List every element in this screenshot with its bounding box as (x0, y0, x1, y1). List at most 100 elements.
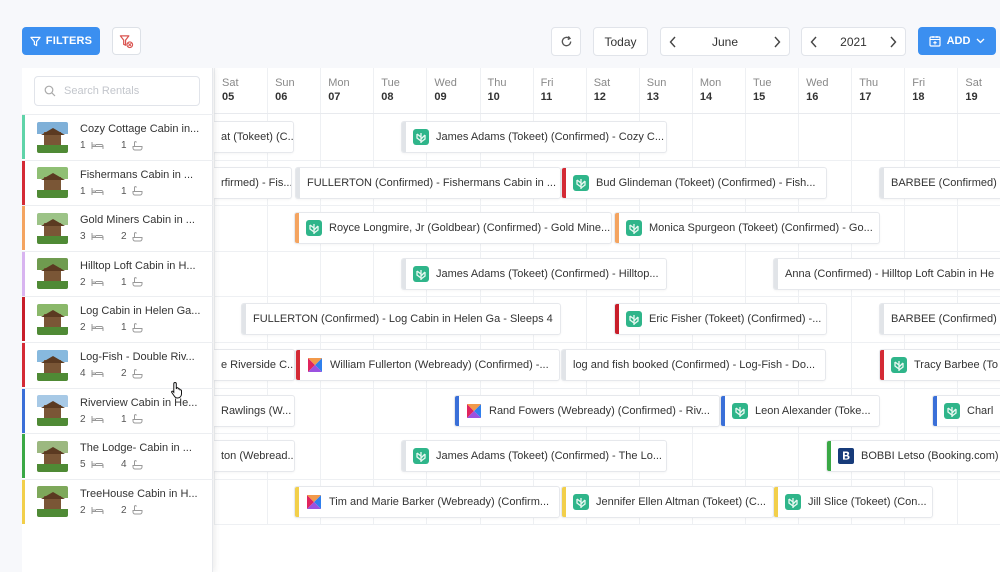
rental-name: TreeHouse Cabin in H... (80, 487, 198, 500)
booking-bar[interactable]: BARBEE (Confirmed) (879, 166, 1000, 199)
booking-color-strip (933, 395, 937, 426)
rental-row[interactable]: Log-Fish - Double Riv... 4 2 (22, 342, 213, 387)
booking-bar[interactable]: Leon Alexander (Toke... (720, 394, 880, 427)
search-box[interactable] (34, 76, 200, 106)
day-column-line (798, 68, 800, 524)
rental-row[interactable]: Cozy Cottage Cabin in... 1 1 (22, 114, 213, 159)
next-month-button[interactable] (765, 28, 789, 55)
booking-color-strip (880, 304, 884, 335)
day-column-line (851, 68, 853, 524)
rental-row[interactable]: Fishermans Cabin in ... 1 1 (22, 159, 213, 205)
bath-count: 4 (121, 459, 127, 471)
next-year-button[interactable] (881, 28, 905, 55)
booking-bar[interactable]: Royce Longmire, Jr (Goldbear) (Confirmed… (294, 212, 612, 245)
bath-count: 1 (121, 276, 127, 288)
day-header-13: Sun 13 (639, 68, 692, 114)
day-header-12: Sat 12 (586, 68, 639, 114)
bed-count: 2 (80, 504, 86, 516)
booking-bar[interactable]: Rand Fowers (Webready) (Confirmed) - Riv… (454, 394, 720, 427)
tokeet-logo-icon (306, 220, 322, 237)
bed-icon (91, 370, 104, 377)
day-header-11: Fri 11 (533, 68, 586, 114)
booking-bar[interactable]: Anna (Confirmed) - Hilltop Loft Cabin in… (773, 257, 1000, 290)
booking-bar[interactable]: Monica Spurgeon (Tokeet) (Confirmed) - G… (614, 212, 880, 245)
rental-row[interactable]: TreeHouse Cabin in H... 2 2 (22, 478, 213, 524)
day-header-14: Mon 14 (692, 68, 745, 114)
year-pager: 2021 (801, 27, 906, 56)
rental-name: Riverview Cabin in He... (80, 396, 198, 409)
today-button[interactable]: Today (593, 27, 648, 56)
booking-bar[interactable]: e Riverside C... (214, 349, 295, 381)
tokeet-logo-icon (413, 129, 429, 145)
booking-color-strip (774, 486, 778, 517)
booking-source-logo (306, 356, 324, 374)
rental-color-bar (22, 115, 25, 159)
filters-button[interactable]: FILTERS (22, 27, 100, 55)
booking-bar[interactable]: Jennifer Ellen Altman (Tokeet) (C... (561, 485, 774, 518)
chevron-left-icon (810, 36, 817, 47)
bath-count: 1 (121, 140, 127, 151)
booking-bar[interactable]: Rawlings (W... (214, 394, 295, 427)
year-value: 2021 (840, 34, 867, 49)
bath-icon (132, 368, 143, 378)
webready-logo-icon (308, 358, 322, 372)
booking-bar[interactable]: Charl (932, 394, 1000, 427)
bath-icon (132, 459, 143, 470)
booking-bar[interactable]: James Adams (Tokeet) (Confirmed) - The L… (401, 440, 667, 473)
day-of-week: Fri (540, 77, 554, 89)
booking-bar[interactable]: rfirmed) - Fis... (214, 166, 292, 199)
booking-bar[interactable]: BOBBI Letso (Booking.com) (826, 440, 1000, 473)
booking-source-logo (572, 174, 590, 192)
bath-count: 1 (121, 185, 127, 197)
booking-bar[interactable]: James Adams (Tokeet) (Confirmed) - Cozy … (401, 121, 667, 153)
day-number: 17 (859, 91, 872, 103)
search-input[interactable] (64, 85, 184, 97)
booking-bar[interactable]: Tim and Marie Barker (Webready) (Confirm… (294, 485, 560, 518)
rental-row[interactable]: Hilltop Loft Cabin in H... 2 1 (22, 250, 213, 296)
booking-bar[interactable]: log and fish booked (Confirmed) - Log-Fi… (561, 349, 826, 381)
bath-count: 2 (121, 231, 127, 243)
bed-icon (91, 324, 104, 332)
booking-label: log and fish booked (Confirmed) - Log-Fi… (573, 359, 816, 371)
bed-count: 2 (80, 322, 86, 334)
day-of-week: Mon (328, 77, 350, 89)
rental-row[interactable]: Log Cabin in Helen Ga... 2 1 (22, 296, 213, 342)
booking-label: BARBEE (Confirmed) (891, 176, 997, 189)
booking-bar[interactable]: FULLERTON (Confirmed) - Log Cabin in Hel… (241, 303, 561, 336)
booking-bar[interactable]: Bud Glindeman (Tokeet) (Confirmed) - Fis… (561, 166, 827, 199)
rental-thumbnail (37, 212, 68, 244)
add-button[interactable]: ADD (918, 27, 996, 55)
days-header: Sat 05 Sun 06 Mon 07 Tue 08 Wed 09 Thu 10 Fri 11 Sat 12… (214, 68, 1000, 114)
refresh-button[interactable] (551, 27, 581, 56)
day-of-week: Fri (912, 77, 926, 89)
booking-bar[interactable]: ton (Webread... (214, 440, 295, 473)
rental-color-bar (22, 388, 25, 433)
rental-color-bar (22, 434, 25, 479)
rental-name: Cozy Cottage Cabin in... (80, 123, 200, 135)
rental-row[interactable]: Gold Miners Cabin in ... 3 2 (22, 205, 213, 251)
day-of-week: Tue (753, 77, 772, 89)
booking-color-strip (615, 304, 619, 335)
tokeet-logo-icon (626, 311, 642, 328)
bath-icon (132, 140, 143, 150)
booking-bar[interactable]: William Fullerton (Webready) (Confirmed)… (295, 349, 560, 381)
prev-month-button[interactable] (661, 28, 685, 55)
booking-bar[interactable]: Tracy Barbee (To (879, 349, 1000, 381)
booking-bar[interactable]: Jill Slice (Tokeet) (Con... (773, 485, 933, 518)
booking-bar[interactable]: FULLERTON (Confirmed) - Fishermans Cabin… (295, 166, 561, 199)
bed-icon (91, 233, 104, 241)
clear-filter-icon (119, 34, 134, 48)
add-label: ADD (946, 35, 971, 47)
rental-row[interactable]: Riverview Cabin in He... 2 1 (22, 387, 213, 433)
rental-color-bar (22, 479, 25, 524)
prev-year-button[interactable] (802, 28, 826, 55)
chevron-down-icon (976, 38, 985, 44)
booking-label: Jill Slice (Tokeet) (Con... (808, 495, 927, 508)
booking-label: Bud Glindeman (Tokeet) (Confirmed) - Fis… (596, 176, 816, 189)
booking-bar[interactable]: at (Tokeet) (C... (214, 121, 294, 153)
clear-filters-button[interactable] (112, 27, 141, 55)
booking-bar[interactable]: BARBEE (Confirmed) (879, 303, 1000, 336)
booking-bar[interactable]: James Adams (Tokeet) (Confirmed) - Hillt… (401, 257, 667, 290)
booking-bar[interactable]: Eric Fisher (Tokeet) (Confirmed) -... (614, 303, 827, 336)
rental-row[interactable]: The Lodge- Cabin in ... 5 4 (22, 433, 213, 479)
